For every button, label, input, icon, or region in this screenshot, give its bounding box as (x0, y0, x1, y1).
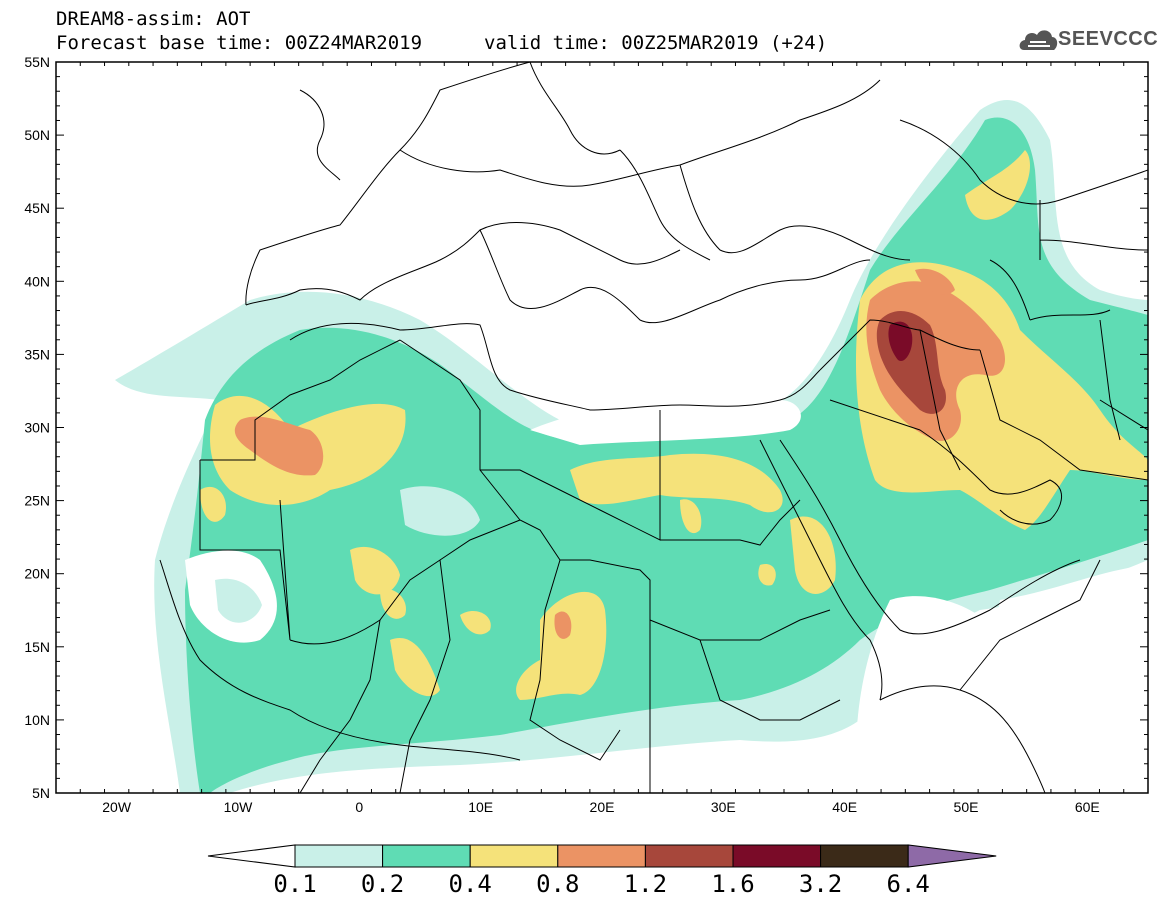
seevccc-logo: SEEVCCC (1058, 28, 1159, 50)
colorbar-label: 0.1 (273, 870, 316, 898)
y-tick-label: 5N (32, 785, 50, 801)
x-tick-label: 10E (468, 799, 493, 815)
colorbar-label: 3.2 (799, 870, 842, 898)
x-tick-label: 50E (954, 799, 979, 815)
valid-time: valid time: 00Z25MAR2019 (+24) (484, 32, 828, 54)
colorbar-swatch (469, 844, 559, 868)
forecast-base-time: Forecast base time: 00Z24MAR2019 (56, 32, 423, 54)
x-tick-label: 10W (224, 799, 254, 815)
colorbar-over-triangle (907, 844, 997, 868)
y-tick-label: 10N (24, 712, 50, 728)
y-tick-label: 45N (24, 200, 50, 216)
x-tick-label: 30E (711, 799, 736, 815)
aot-band-1.6 (888, 321, 913, 361)
y-tick-label: 20N (24, 566, 50, 582)
x-tick-label: 40E (832, 799, 857, 815)
colorbar: 0.1 0.2 0.4 0.8 1.2 1.6 3.2 6.4 (207, 844, 997, 898)
y-tick-label: 30N (24, 420, 50, 436)
colorbar-swatch (732, 844, 822, 868)
colorbar-label: 6.4 (887, 870, 930, 898)
colorbar-swatch (820, 844, 909, 868)
cloud-icon (1019, 30, 1058, 50)
y-tick-label: 35N (24, 346, 50, 362)
colorbar-swatch (294, 844, 384, 868)
map-title: DREAM8-assim: AOT (56, 8, 251, 30)
x-tick-label: 60E (1075, 799, 1100, 815)
aot-field (115, 100, 1148, 793)
colorbar-label: 1.2 (624, 870, 667, 898)
colorbar-swatch (644, 844, 734, 868)
country-boundaries (159, 62, 1148, 793)
y-tick-label: 15N (24, 639, 50, 655)
x-tick-label: 0 (355, 799, 363, 815)
colorbar-label: 0.4 (449, 870, 492, 898)
axis-ticks (55, 61, 1149, 794)
y-axis-labels: 55N 50N 45N 40N 35N 30N 25N 20N 15N 10N 5N (24, 54, 50, 801)
y-tick-label: 25N (24, 493, 50, 509)
colorbar-label: 1.6 (711, 870, 754, 898)
y-tick-label: 55N (24, 54, 50, 70)
colorbar-label: 0.8 (536, 870, 579, 898)
colorbar-swatch (382, 844, 471, 868)
x-tick-label: 20W (102, 799, 132, 815)
colorbar-swatch (557, 844, 646, 868)
colorbar-label: 0.2 (361, 870, 404, 898)
y-tick-label: 40N (24, 273, 50, 289)
colorbar-under-triangle (207, 844, 296, 868)
x-tick-label: 20E (590, 799, 615, 815)
y-tick-label: 50N (24, 127, 50, 143)
x-axis-labels: 20W 10W 0 10E 20E 30E 40E 50E 60E (102, 799, 1100, 815)
